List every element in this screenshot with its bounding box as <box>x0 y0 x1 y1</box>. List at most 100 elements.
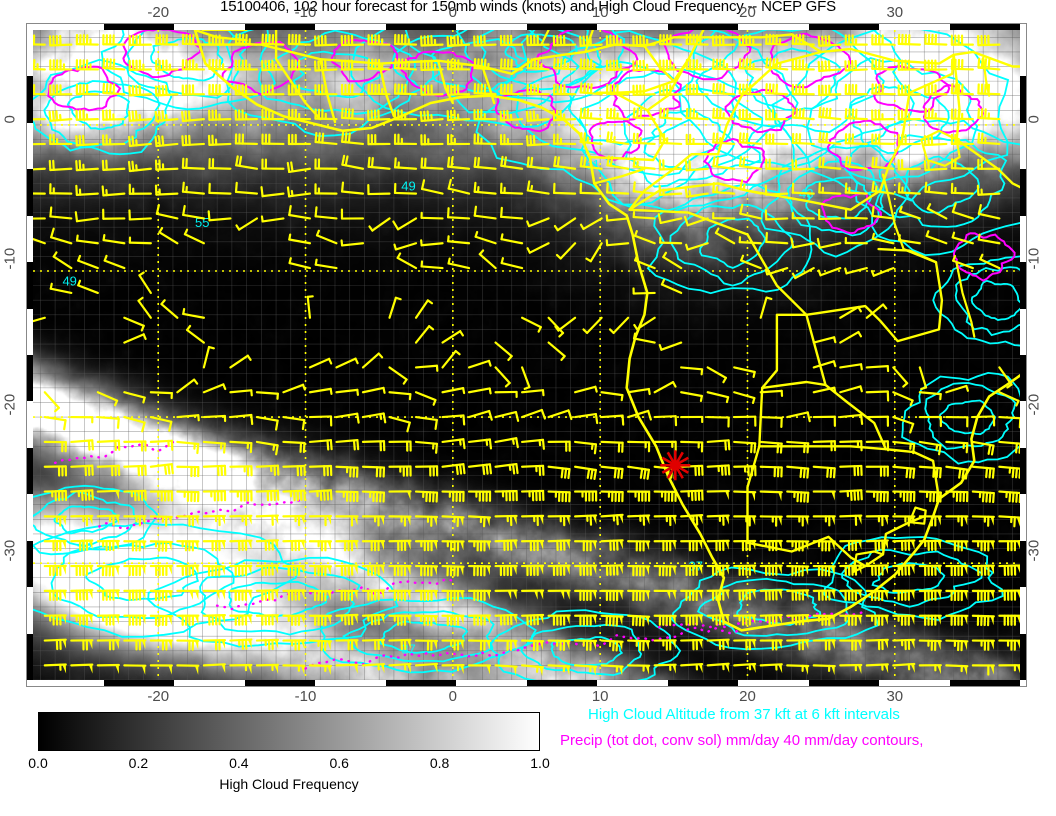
wind-barb <box>467 515 492 528</box>
wind-barb <box>547 465 571 480</box>
wind-barb <box>871 180 895 195</box>
wind-barb <box>176 414 200 422</box>
wind-barb <box>839 589 863 601</box>
wind-barb <box>733 490 757 502</box>
wind-barb <box>918 664 942 675</box>
wind-barb <box>738 132 762 146</box>
wind-barb <box>414 639 439 651</box>
wind-barb <box>547 614 571 626</box>
wind-barb <box>287 33 312 46</box>
station-marker-asterisk[interactable] <box>660 450 691 481</box>
wind-barb <box>396 252 418 270</box>
wind-barb <box>574 465 597 480</box>
wind-barb <box>765 109 789 121</box>
wind-barb <box>892 465 916 479</box>
wind-barb <box>43 614 67 626</box>
wind-barb <box>579 131 603 146</box>
wind-barb <box>574 540 598 552</box>
wind-barb <box>812 515 836 527</box>
wind-barb <box>287 133 312 146</box>
wind-barb <box>43 663 67 674</box>
wind-barb <box>759 465 783 478</box>
wind-barb <box>313 59 338 72</box>
wind-barb <box>234 109 259 121</box>
wind-barb <box>892 564 916 576</box>
wind-barb <box>892 638 916 651</box>
wind-barb <box>759 296 773 319</box>
wind-barb <box>287 108 312 121</box>
map-plot-area[interactable]: 3743495561433749 <box>33 30 1020 680</box>
wind-barb <box>182 204 205 220</box>
wind-barb <box>446 59 471 71</box>
wind-barb <box>627 409 652 421</box>
wind-barb <box>685 58 709 71</box>
wind-barb <box>627 614 651 627</box>
wind-barb <box>335 412 360 424</box>
wind-barb <box>414 465 439 477</box>
wind-barb <box>633 316 656 331</box>
colorbar-label: High Cloud Frequency <box>219 776 359 792</box>
colorbar[interactable] <box>38 712 540 751</box>
wind-barb <box>255 464 280 476</box>
wind-barb <box>653 564 677 577</box>
wind-barb <box>600 440 624 453</box>
wind-barb <box>494 490 518 502</box>
wind-barb <box>467 387 492 395</box>
wind-barb <box>579 35 603 47</box>
wind-barb <box>137 296 152 319</box>
wind-barb <box>977 83 1001 96</box>
wind-barb <box>685 83 709 96</box>
wind-barb <box>202 440 226 454</box>
wind-barb <box>361 440 386 452</box>
x-tick-label-bottom: 10 <box>591 688 609 705</box>
wind-barb <box>314 206 338 220</box>
wind-barb <box>388 614 412 626</box>
wind-barb <box>632 332 656 344</box>
wind-barb <box>817 35 842 47</box>
wind-barb <box>393 109 418 121</box>
wind-barb <box>764 266 789 276</box>
legend-precip: Precip (tot dot, conv sol) mm/day 40 mm/… <box>560 732 924 749</box>
wind-barb <box>49 59 73 71</box>
wind-barb <box>420 239 444 247</box>
wind-barb <box>149 515 173 527</box>
wind-barb <box>202 345 215 369</box>
wind-barb <box>467 463 493 476</box>
axis-band-bottom <box>33 680 1020 687</box>
wind-barb <box>945 440 969 454</box>
wind-barb <box>971 664 995 676</box>
wind-barb <box>176 639 200 651</box>
wind-barb <box>627 490 651 502</box>
wind-barb <box>499 182 524 195</box>
wind-barb <box>844 108 868 121</box>
wind-barb <box>632 132 656 146</box>
wind-barb <box>335 540 359 552</box>
wind-barb <box>286 186 312 198</box>
wind-barb <box>574 514 598 526</box>
wind-barb <box>361 515 386 527</box>
wind-barb <box>950 182 974 195</box>
wind-barb <box>897 59 921 71</box>
wind-barb <box>446 84 471 96</box>
wind-barb <box>155 203 179 220</box>
wind-barb <box>340 131 365 146</box>
wind-barb <box>547 409 573 421</box>
wind-barb <box>791 159 815 171</box>
wind-barb <box>308 357 333 369</box>
wind-barb <box>924 107 948 121</box>
wind-barb <box>733 465 757 477</box>
wind-barb <box>335 515 359 527</box>
wind-barb <box>759 564 783 577</box>
wind-barb <box>229 614 253 626</box>
wind-barb <box>950 58 974 71</box>
wind-barb <box>685 33 709 46</box>
wind-barb <box>839 514 863 526</box>
wind-barb <box>176 490 200 503</box>
wind-barb <box>75 184 99 196</box>
wind-barb <box>998 664 1020 674</box>
wind-barb <box>282 539 306 552</box>
wind-barb <box>467 438 493 450</box>
wind-barb <box>494 514 518 527</box>
wind-barb <box>951 231 974 245</box>
wind-barb <box>812 490 836 501</box>
